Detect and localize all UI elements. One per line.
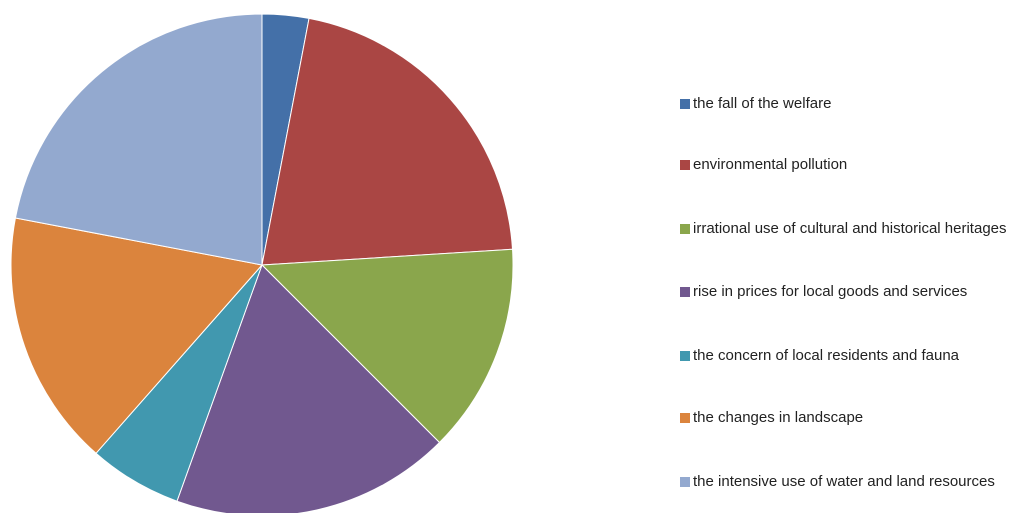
legend-swatch bbox=[680, 287, 690, 297]
pie-area bbox=[10, 13, 514, 513]
legend-label: the changes in landscape bbox=[693, 409, 864, 426]
legend-swatch bbox=[680, 160, 690, 170]
pie-slice bbox=[14, 13, 263, 266]
legend-label: irrational use of cultural and historica… bbox=[693, 220, 1007, 237]
legend-label: the fall of the welfare bbox=[693, 95, 832, 112]
legend-swatch bbox=[680, 224, 690, 234]
legend-item: the intensive use of water and land reso… bbox=[680, 469, 1025, 495]
legend-item: the changes in landscape bbox=[680, 405, 1025, 431]
pie-slice bbox=[260, 248, 514, 444]
legend-item: environmental pollution bbox=[680, 152, 1025, 178]
legend-item: irrational use of cultural and historica… bbox=[680, 216, 1025, 242]
legend-label: rise in prices for local goods and servi… bbox=[693, 283, 968, 300]
legend-swatch bbox=[680, 351, 690, 361]
legend-label: the intensive use of water and land reso… bbox=[693, 473, 995, 490]
legend-label: the concern of local residents and fauna bbox=[693, 347, 960, 364]
legend-swatch bbox=[680, 99, 690, 109]
legend-item: the fall of the welfare bbox=[680, 91, 1025, 117]
legend-item: rise in prices for local goods and servi… bbox=[680, 279, 1025, 305]
pie-slice bbox=[10, 217, 263, 454]
legend-label: environmental pollution bbox=[693, 156, 848, 173]
legend-item: the concern of local residents and fauna bbox=[680, 343, 1025, 369]
pie-slice bbox=[176, 264, 441, 513]
legend-swatch bbox=[680, 477, 690, 487]
legend-swatch bbox=[680, 413, 690, 423]
pie-slice bbox=[261, 17, 514, 266]
